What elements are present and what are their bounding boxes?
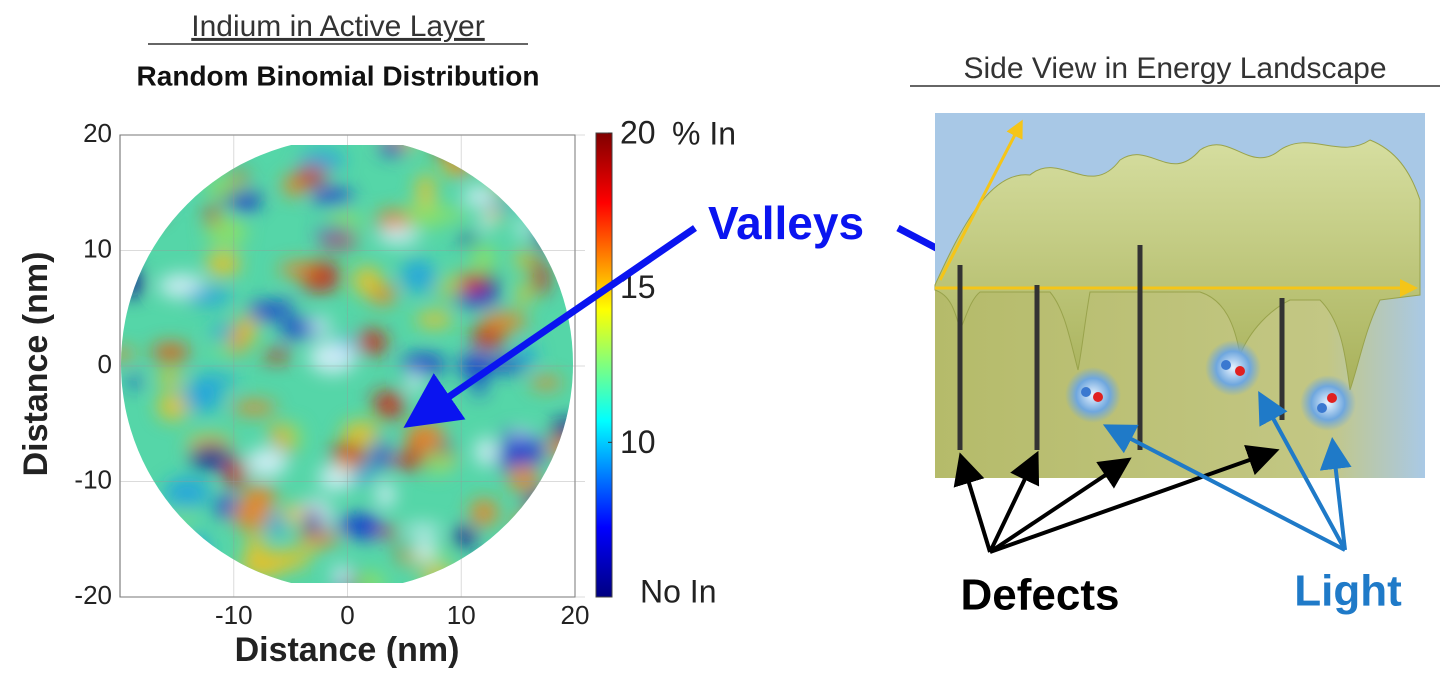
figure: Indium in Active Layer Random Binomial D… — [0, 0, 1448, 674]
heat-blob — [377, 228, 420, 245]
heat-blob — [205, 205, 219, 226]
heat-blob — [390, 454, 428, 469]
heat-blob — [187, 287, 231, 305]
heat-blob — [530, 376, 562, 388]
y-tick-label: -10 — [74, 464, 112, 494]
left-subtitle: Random Binomial Distribution — [137, 60, 540, 91]
heat-blob — [518, 282, 530, 307]
heat-blob — [190, 444, 232, 470]
heat-blob — [283, 424, 302, 450]
heat-blob — [193, 374, 238, 385]
colorbar — [596, 133, 612, 597]
heat-blob — [154, 346, 187, 357]
heat-blob — [508, 463, 540, 492]
heat-blob — [377, 481, 395, 508]
heat-blob — [319, 236, 359, 246]
heat-blob — [249, 302, 276, 322]
heat-blob — [309, 341, 357, 374]
heat-blob — [416, 312, 453, 328]
heat-blob — [246, 533, 266, 566]
x-tick-label: 10 — [447, 600, 476, 630]
heat-blob — [479, 215, 493, 230]
valleys-label: Valleys — [708, 197, 864, 249]
x-tick-label: 20 — [561, 600, 590, 630]
x-axis-label: Distance (nm) — [235, 631, 460, 669]
heat-blob — [529, 255, 544, 266]
heat-blob — [406, 422, 445, 453]
heat-blob — [401, 259, 436, 293]
heat-blob — [232, 499, 270, 532]
heat-blob — [212, 324, 231, 343]
heat-blob — [305, 507, 321, 539]
x-tick-label: 0 — [340, 600, 354, 630]
light-label: Light — [1294, 567, 1402, 616]
heat-blob — [353, 266, 382, 295]
y-axis-label: Distance (nm) — [17, 252, 55, 477]
heat-blob — [475, 437, 497, 466]
heat-blob — [403, 524, 442, 534]
heat-blob — [463, 274, 487, 293]
colorbar-tick-label: 10 — [620, 424, 656, 460]
heat-blob — [373, 439, 388, 471]
heat-blob — [481, 312, 527, 332]
heat-blob — [182, 382, 223, 412]
heat-blob — [470, 499, 498, 527]
heat-blob — [127, 377, 143, 387]
heat-blob — [232, 401, 276, 415]
heat-blob — [316, 227, 354, 237]
heat-blob — [417, 173, 435, 207]
heat-blob — [357, 329, 387, 355]
heat-blob — [296, 166, 327, 187]
defects-label: Defects — [961, 571, 1120, 620]
heat-blob — [505, 435, 544, 466]
x-tick-label: -10 — [215, 600, 253, 630]
energy-landscape — [935, 113, 1425, 478]
heat-blob — [459, 233, 477, 245]
colorbar-unit: % In — [672, 115, 736, 151]
heat-blob — [414, 538, 435, 561]
y-tick-label: -20 — [74, 580, 112, 610]
heat-blob — [452, 526, 477, 547]
heat-blob — [374, 401, 404, 419]
heat-blob — [408, 371, 421, 395]
y-tick-label: 0 — [98, 349, 112, 379]
heat-blob — [267, 512, 285, 536]
heat-blob — [157, 371, 183, 385]
left-title: Indium in Active Layer — [191, 10, 484, 43]
heat-blob — [246, 448, 288, 477]
heat-blob — [533, 264, 548, 295]
heat-blob — [206, 252, 241, 276]
right-title: Side View in Energy Landscape — [963, 52, 1386, 85]
heat-blob — [231, 191, 259, 212]
heat-blob — [279, 262, 318, 277]
heat-blob — [332, 517, 370, 530]
colorbar-bottom-label: No In — [640, 573, 716, 609]
heat-blob — [401, 354, 446, 375]
heat-blob — [443, 208, 466, 221]
heat-blob — [516, 250, 530, 270]
y-tick-label: 20 — [83, 118, 112, 148]
heat-blob — [262, 350, 292, 362]
y-tick-label: 10 — [83, 233, 112, 263]
heat-blob — [472, 244, 496, 275]
colorbar-tick-label: 20 — [620, 114, 656, 150]
heat-blob — [309, 318, 331, 334]
heat-blob — [441, 274, 457, 300]
heat-blob — [378, 527, 401, 537]
